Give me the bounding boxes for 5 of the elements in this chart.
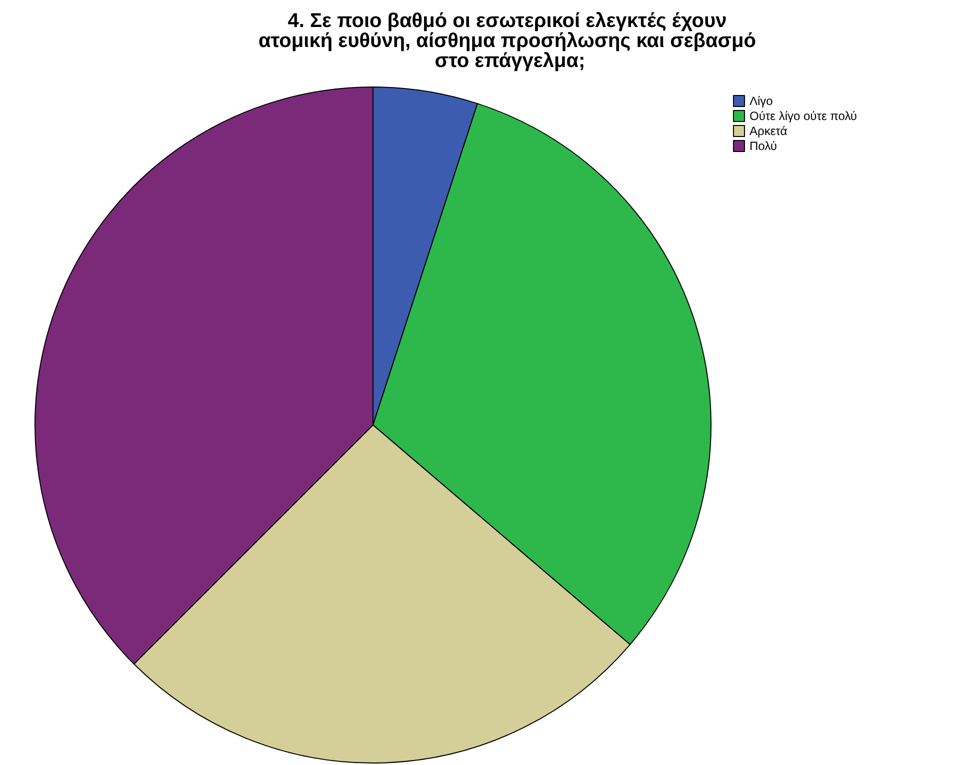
chart-title: 4. Σε ποιο βαθμό οι εσωτερικοί ελεγκτές έχουν ατομική ευθύνη, αίσθημα προσήλωσης και σεβασμό στο επάγγελμα; — [258, 10, 762, 72]
legend-label: Ούτε λίγο ούτε πολύ — [750, 109, 857, 123]
legend-label: Πολύ — [750, 139, 777, 153]
legend-label: Αρκετά — [750, 124, 788, 138]
legend-label: Λίγο — [750, 94, 774, 108]
